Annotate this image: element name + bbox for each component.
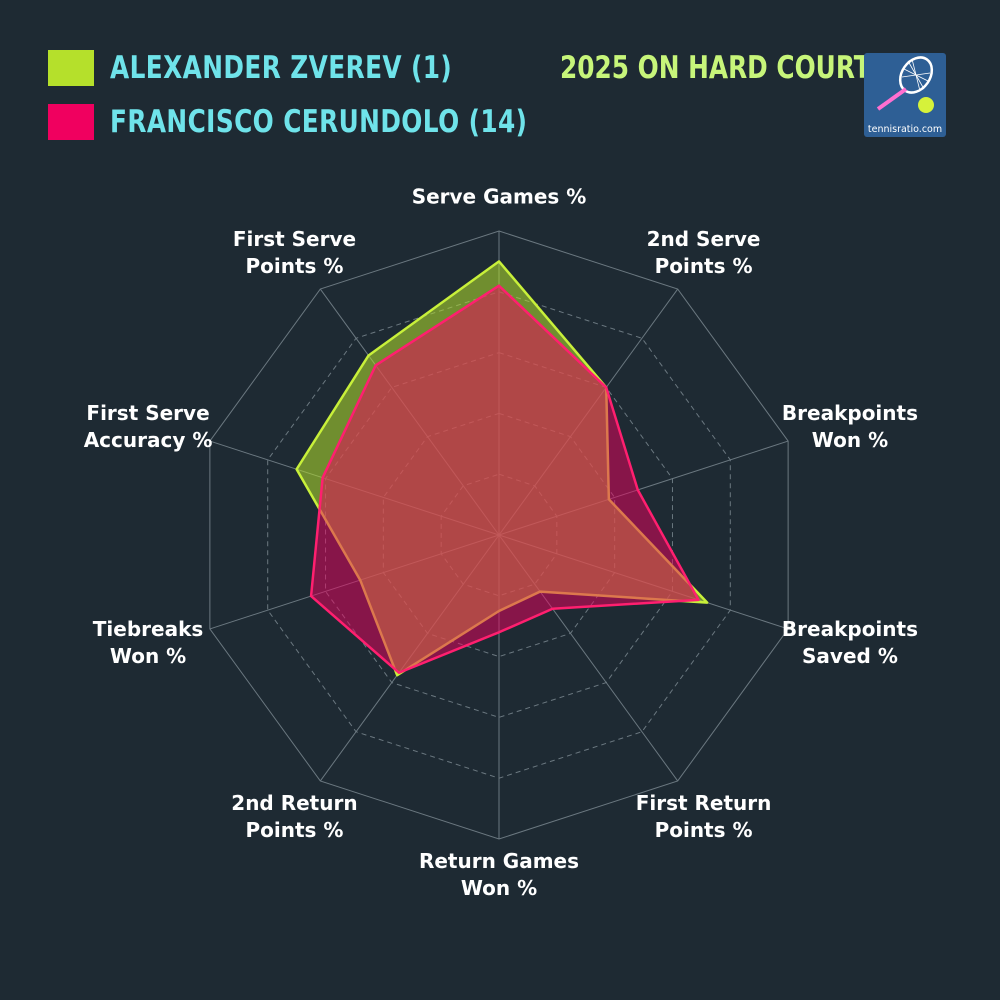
legend-item-cerundolo: FRANCISCO CERUNDOLO (14) [48, 104, 632, 140]
tennisratio-logo: tennisratio.com [864, 53, 946, 137]
legend-swatch-cerundolo [48, 104, 94, 140]
axis-label: 2nd Serve Points % [646, 227, 761, 279]
legend-label-cerundolo: FRANCISCO CERUNDOLO (14) [110, 104, 528, 140]
axis-label: Breakpoints Saved % [781, 616, 918, 668]
axis-label: First Serve Accuracy % [83, 401, 213, 453]
radar-series [295, 260, 709, 677]
axis-label: First Serve Points % [232, 227, 357, 279]
series-cerundolo-area [309, 284, 700, 674]
axis-label: Tiebreaks Won % [92, 616, 204, 668]
chart-subtitle: 2025 ON HARD COURTS [560, 50, 889, 86]
axis-label: First Return Points % [635, 790, 772, 842]
axis-label: 2nd Return Points % [231, 790, 358, 842]
legend-item-zverev: ALEXANDER ZVEREV (1) [48, 50, 538, 86]
axis-label: Serve Games % [411, 184, 587, 209]
axis-label: Return Games Won % [418, 849, 580, 900]
legend-label-zverev: ALEXANDER ZVEREV (1) [110, 50, 453, 86]
legend-swatch-zverev [48, 50, 94, 86]
logo-text: tennisratio.com [867, 124, 943, 135]
tennis-racket-ball-icon [876, 56, 934, 113]
axis-label: Breakpoints Won % [781, 401, 918, 453]
